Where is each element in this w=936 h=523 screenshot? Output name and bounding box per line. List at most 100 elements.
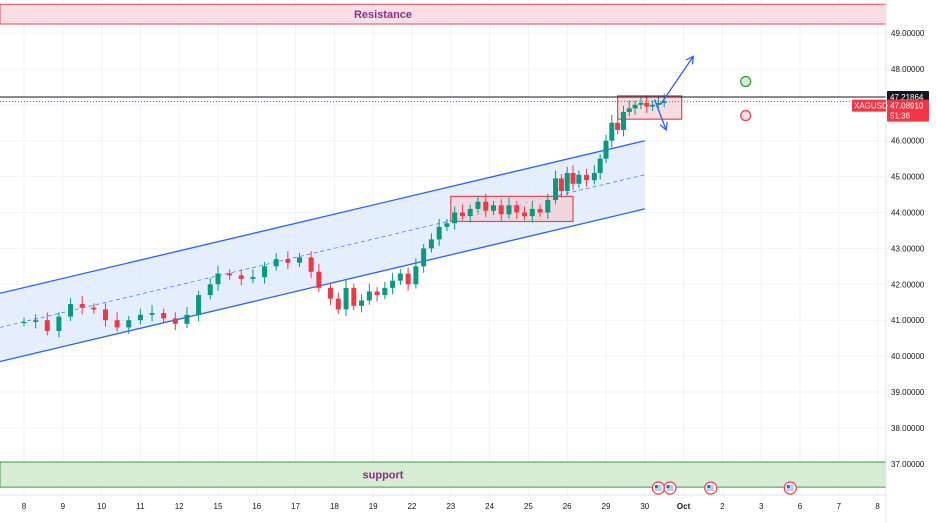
candle-body: [638, 103, 644, 105]
channel-mid-line[interactable]: [0, 174, 645, 328]
candle-body: [33, 320, 39, 322]
candle-body: [413, 266, 419, 285]
candle-body: [514, 205, 520, 213]
candle-body: [184, 314, 190, 324]
event-icon-flag: [786, 485, 794, 491]
price-tick-label: 38.00000: [891, 424, 925, 433]
time-tick-label: 30: [640, 502, 649, 511]
us-flag-event-icon[interactable]: [651, 481, 665, 495]
support-zone: [0, 461, 887, 488]
event-icon-canton: [666, 485, 670, 488]
channel-lower-line[interactable]: [0, 208, 645, 363]
candle-body: [262, 266, 268, 278]
candle-body: [79, 304, 85, 308]
candle-body: [620, 111, 626, 130]
candle-body: [196, 295, 202, 315]
price-tick-label: 39.00000: [891, 388, 925, 397]
candle-body: [603, 140, 609, 159]
resistance-zone: [0, 3, 887, 25]
candle-body: [21, 321, 27, 323]
candle-body: [273, 259, 279, 267]
time-tick-label: 8: [22, 502, 27, 511]
time-tick-label: 29: [602, 502, 611, 511]
candle-body: [56, 316, 62, 331]
time-tick-label: 19: [369, 502, 378, 511]
candle-body: [126, 320, 132, 328]
candle-body: [215, 273, 221, 285]
event-icon-flag: [654, 485, 662, 491]
projection-arrows[interactable]: [653, 55, 695, 132]
signal-markers[interactable]: [740, 75, 752, 122]
bearish-marker[interactable]: [740, 109, 752, 122]
projection-arrow-line[interactable]: [659, 55, 694, 106]
candle-body: [351, 287, 357, 306]
candle-body: [615, 122, 621, 130]
us-flag-event-icon[interactable]: [663, 481, 677, 495]
candle-body: [359, 300, 365, 306]
candle-body: [436, 226, 442, 240]
candle-body: [137, 314, 143, 321]
candle-body: [591, 173, 597, 181]
candlesticks: [21, 93, 667, 338]
time-tick-label: 10: [97, 502, 106, 511]
candle-body: [632, 104, 638, 109]
channel-upper-line[interactable]: [0, 140, 645, 294]
candle-body: [390, 280, 396, 288]
candle-body: [522, 212, 528, 217]
price-lines: [0, 96, 886, 103]
price-tick-label: 43.00000: [891, 244, 925, 253]
projection-arrow-head[interactable]: [659, 121, 668, 132]
event-icon-flag: [707, 485, 715, 491]
price-tick-label: 44.00000: [891, 209, 925, 218]
candle-body: [238, 275, 244, 279]
candle-body: [570, 173, 576, 184]
candle-body: [316, 271, 322, 288]
candle-body: [308, 257, 314, 272]
candle-body: [397, 273, 403, 281]
projection-arrow-line[interactable]: [653, 99, 667, 131]
candle-body: [296, 257, 302, 263]
event-icon-canton: [654, 485, 658, 488]
price-tick-label: 40.00000: [891, 352, 925, 361]
time-tick-label: 22: [408, 502, 417, 511]
candle-body: [459, 212, 465, 217]
candle-body: [584, 174, 590, 181]
projection-arrow-head[interactable]: [685, 55, 695, 65]
candle-body: [553, 178, 559, 200]
us-flag-event-icon[interactable]: [783, 481, 797, 495]
candle-body: [644, 103, 650, 107]
us-flag-event-icon[interactable]: [704, 481, 718, 495]
candle-body: [172, 318, 178, 324]
time-tick-label: 25: [524, 502, 533, 511]
candle-body: [529, 208, 535, 217]
candle-body: [444, 223, 450, 227]
candle-body: [506, 205, 512, 215]
price-tick-label: 41.00000: [891, 316, 925, 325]
candle-body: [655, 103, 661, 105]
candle-body: [545, 199, 551, 213]
candle-body: [250, 277, 256, 279]
candle-body: [428, 239, 434, 249]
symbol-tag: [852, 99, 886, 112]
time-tick-label: 15: [214, 502, 223, 511]
time-axis[interactable]: 8 9 10 11 12 15 16 17 18 19 22 23 24 25 26 29 30 Oct 2 3 6 7 8: [22, 502, 881, 511]
time-tick-label: 26: [563, 502, 572, 511]
bullish-marker[interactable]: [740, 75, 752, 88]
symbol-tag-text: XAGUSD: [854, 102, 888, 111]
candle-body: [366, 291, 372, 301]
candle-body: [91, 307, 97, 310]
economic-events-row[interactable]: [651, 481, 797, 495]
price-tick-label: 49.00000: [891, 29, 925, 38]
candle-body: [537, 208, 543, 213]
candle-body: [564, 173, 570, 191]
current-price-tag: [887, 99, 929, 122]
consolidation-box[interactable]: [617, 95, 683, 120]
time-tick-label: Oct: [677, 502, 691, 511]
candle-body: [483, 201, 489, 211]
time-tick-label: 7: [837, 502, 842, 511]
candle-body: [626, 108, 632, 112]
time-tick-label: 8: [875, 502, 880, 511]
candle-body: [382, 287, 388, 296]
